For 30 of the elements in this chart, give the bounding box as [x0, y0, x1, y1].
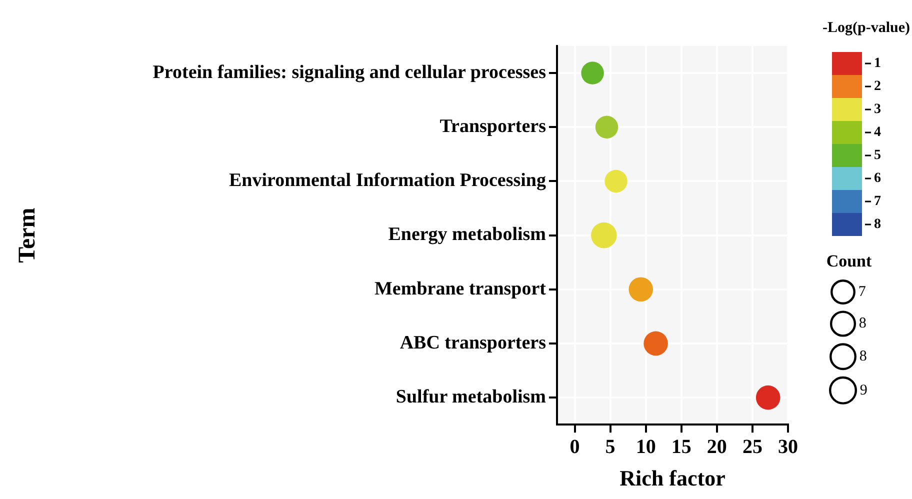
y-tick-label: Energy metabolism: [388, 224, 546, 246]
legend-label: 8: [858, 316, 866, 332]
color-bar-label: 6: [874, 171, 881, 186]
x-axis-title: Rich factor: [620, 465, 726, 490]
color-bar-label: 1: [874, 56, 881, 72]
x-tick-label: 10: [636, 436, 656, 458]
color-bar-label: 3: [874, 102, 881, 118]
x-tick-label: 20: [706, 436, 727, 458]
color-bar-label: 8: [874, 217, 881, 232]
y-tick-label: Membrane transport: [374, 278, 547, 300]
y-tick-label: Sulfur metabolism: [396, 386, 546, 408]
legend-label: 7: [858, 284, 866, 300]
y-tick-label: Transporters: [440, 116, 546, 138]
x-tick-label: 25: [742, 436, 762, 458]
x-tick-label: 15: [671, 436, 692, 458]
color-bar-label: 7: [874, 194, 881, 210]
x-tick-label: 5: [605, 436, 616, 458]
y-tick-label: ABC transporters: [400, 332, 546, 354]
y-tick-label: Protein families: signaling and cellular processes: [152, 62, 546, 83]
legend-label: 9: [860, 382, 868, 398]
y-tick-label: Environmental Information Processing: [228, 170, 546, 192]
legend-title: Count: [826, 251, 872, 270]
color-bar-label: 2: [874, 79, 881, 94]
y-axis-title: Term: [14, 208, 41, 263]
x-tick-label: 0: [570, 436, 580, 458]
legend-label: 8: [859, 348, 867, 365]
color-bar-label: 4: [874, 125, 881, 140]
x-tick-label: 30: [778, 436, 798, 458]
color-bar-title: -Log(p-value): [822, 20, 910, 36]
color-bar-label: 5: [874, 148, 881, 164]
